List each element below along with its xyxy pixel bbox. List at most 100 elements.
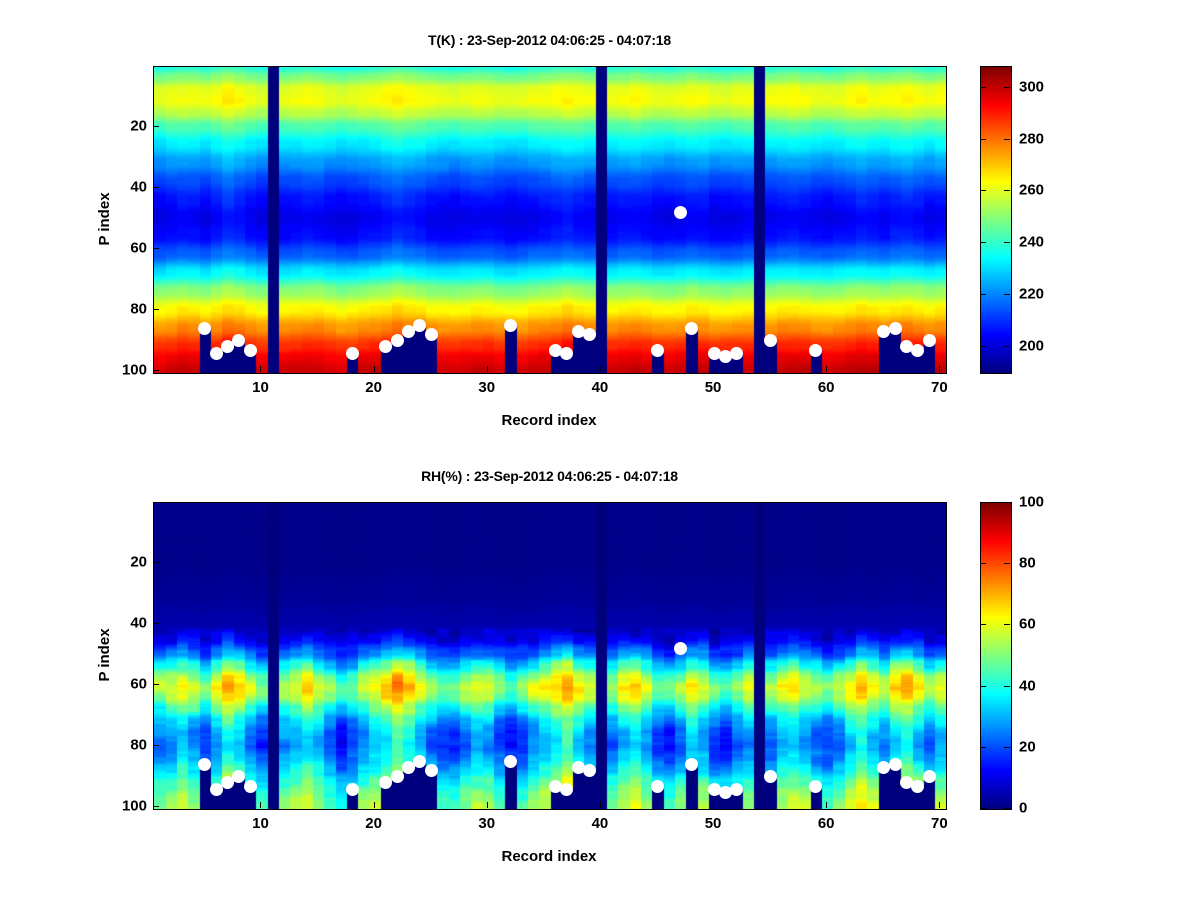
surface-pressure-marker bbox=[583, 328, 597, 342]
humidity-x-tick-label: 30 bbox=[478, 815, 496, 832]
humidity-x-tick-label: 50 bbox=[704, 815, 722, 832]
surface-pressure-marker bbox=[503, 319, 517, 333]
humidity-x-axis-label: Record index bbox=[501, 848, 597, 865]
temperature-colorbar-tick bbox=[980, 138, 986, 140]
surface-pressure-marker bbox=[899, 340, 913, 354]
surface-pressure-marker bbox=[209, 782, 223, 796]
surface-pressure-marker bbox=[560, 346, 574, 360]
temperature-x-tick-label: 20 bbox=[365, 379, 382, 396]
surface-pressure-marker bbox=[221, 776, 235, 790]
humidity-colorbar-tick bbox=[980, 563, 986, 565]
temperature-y-tick bbox=[153, 248, 159, 250]
surface-pressure-marker bbox=[549, 343, 563, 357]
surface-pressure-marker bbox=[243, 343, 257, 357]
temperature-plot-title: T(K) : 23-Sep-2012 04:06:25 - 04:07:18 bbox=[428, 32, 671, 48]
humidity-y-tick bbox=[153, 745, 159, 747]
surface-pressure-marker bbox=[911, 343, 925, 357]
humidity-heatmap-canvas bbox=[154, 503, 946, 809]
temperature-heatmap-canvas bbox=[154, 67, 946, 373]
surface-pressure-marker bbox=[243, 779, 257, 793]
humidity-x-tick-label: 60 bbox=[817, 815, 835, 832]
surface-pressure-marker bbox=[413, 319, 427, 333]
temperature-x-tick bbox=[260, 366, 262, 372]
temperature-y-axis-label: P index bbox=[96, 192, 113, 246]
humidity-colorbar-tick bbox=[1004, 502, 1010, 503]
humidity-x-tick bbox=[826, 802, 828, 808]
temperature-colorbar-tick-label: 200 bbox=[1019, 337, 1045, 355]
surface-pressure-marker bbox=[402, 761, 416, 775]
temperature-x-axis-label: Record index bbox=[501, 412, 597, 429]
humidity-y-tick bbox=[153, 622, 159, 624]
surface-pressure-marker bbox=[390, 770, 404, 784]
temperature-colorbar-tick bbox=[1004, 138, 1010, 140]
surface-pressure-marker bbox=[684, 758, 698, 772]
surface-pressure-marker bbox=[390, 334, 404, 348]
humidity-y-tick-label: 40 bbox=[130, 614, 147, 632]
humidity-x-tick bbox=[260, 802, 262, 808]
surface-pressure-marker bbox=[707, 346, 721, 360]
surface-pressure-marker bbox=[764, 770, 778, 784]
surface-pressure-marker bbox=[571, 325, 585, 339]
temperature-colorbar-tick-label: 300 bbox=[1019, 78, 1045, 96]
surface-pressure-marker bbox=[650, 779, 664, 793]
surface-pressure-marker bbox=[583, 764, 597, 778]
temperature-colorbar-tick bbox=[980, 346, 986, 348]
surface-pressure-marker bbox=[730, 346, 744, 360]
surface-pressure-marker bbox=[922, 770, 936, 784]
humidity-colorbar-tick-label: 40 bbox=[1019, 677, 1036, 695]
temperature-colorbar-tick bbox=[1004, 190, 1010, 192]
surface-pressure-marker bbox=[379, 776, 393, 790]
temperature-y-tick bbox=[153, 125, 159, 127]
temperature-colorbar-tick bbox=[980, 294, 986, 296]
temperature-x-tick-label: 10 bbox=[252, 379, 269, 396]
humidity-y-tick bbox=[153, 684, 159, 686]
surface-pressure-marker bbox=[503, 755, 517, 769]
temperature-surface-marker-layer bbox=[154, 67, 946, 373]
temperature-x-tick bbox=[599, 366, 601, 372]
humidity-y-tick bbox=[153, 806, 159, 808]
humidity-x-tick-label: 10 bbox=[252, 815, 269, 832]
surface-pressure-marker bbox=[345, 782, 359, 796]
temperature-y-tick-label: 100 bbox=[121, 361, 147, 379]
humidity-colorbar-gradient bbox=[981, 503, 1011, 809]
temperature-y-tick-label: 40 bbox=[130, 178, 147, 196]
temperature-x-tick-label: 40 bbox=[591, 379, 609, 396]
surface-pressure-marker bbox=[221, 340, 235, 354]
humidity-colorbar[interactable] bbox=[980, 502, 1012, 810]
temperature-colorbar-tick-label: 280 bbox=[1019, 130, 1045, 148]
humidity-y-tick bbox=[153, 561, 159, 563]
humidity-colorbar-tick bbox=[980, 746, 986, 748]
humidity-colorbar-tick bbox=[980, 502, 986, 503]
surface-pressure-marker bbox=[379, 340, 393, 354]
temperature-y-tick bbox=[153, 370, 159, 372]
humidity-x-tick bbox=[373, 802, 375, 808]
temperature-colorbar-tick bbox=[980, 242, 986, 244]
surface-pressure-marker bbox=[809, 779, 823, 793]
surface-pressure-marker bbox=[424, 328, 438, 342]
surface-pressure-marker bbox=[232, 770, 246, 784]
humidity-colorbar-tick bbox=[980, 624, 986, 626]
temperature-x-tick-label: 70 bbox=[930, 379, 948, 396]
humidity-colorbar-tick-label: 60 bbox=[1019, 615, 1036, 633]
surface-pressure-marker bbox=[560, 782, 574, 796]
temperature-colorbar-tick bbox=[980, 86, 986, 88]
humidity-y-tick-label: 80 bbox=[130, 736, 147, 754]
temperature-x-tick bbox=[486, 366, 488, 372]
surface-pressure-marker bbox=[402, 325, 416, 339]
humidity-colorbar-tick bbox=[1004, 624, 1010, 626]
temperature-colorbar-tick-label: 240 bbox=[1019, 233, 1045, 251]
surface-pressure-marker bbox=[707, 782, 721, 796]
temperature-colorbar[interactable] bbox=[980, 66, 1012, 374]
surface-pressure-marker bbox=[809, 343, 823, 357]
surface-pressure-marker bbox=[345, 346, 359, 360]
surface-pressure-marker bbox=[571, 761, 585, 775]
humidity-plot-title: RH(%) : 23-Sep-2012 04:06:25 - 04:07:18 bbox=[421, 468, 678, 484]
temperature-y-tick-label: 20 bbox=[130, 117, 147, 135]
surface-pressure-marker bbox=[673, 641, 687, 655]
surface-pressure-marker bbox=[888, 758, 902, 772]
humidity-y-tick-label: 20 bbox=[130, 553, 147, 571]
humidity-heatmap-axes[interactable] bbox=[153, 502, 947, 810]
temperature-heatmap-axes[interactable] bbox=[153, 66, 947, 374]
surface-pressure-marker bbox=[764, 334, 778, 348]
surface-pressure-marker bbox=[730, 782, 744, 796]
